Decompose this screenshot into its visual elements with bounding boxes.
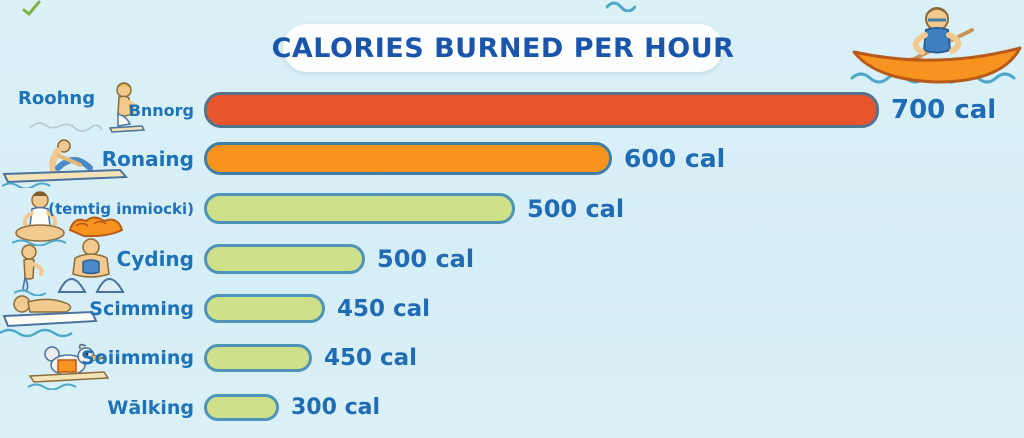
activity-label: (temtig inmiocki) <box>48 199 194 218</box>
calorie-value: 450 cal <box>324 345 418 371</box>
activity-label: Scimming <box>89 297 194 320</box>
calorie-value: 300 cal <box>291 395 381 420</box>
calorie-bar <box>204 244 365 274</box>
calorie-bar <box>204 193 515 224</box>
dog-on-paddleboard-illustration <box>27 343 110 390</box>
activity-label: Soiimming <box>81 347 194 369</box>
green-mark-icon <box>22 0 41 16</box>
person-rowing-canoe-illustration <box>850 7 1022 84</box>
chart-title-pill: CALORIES BURNED PER HOUR <box>272 24 734 72</box>
calorie-value: 500 cal <box>377 245 475 273</box>
bar-row: Bnnorg 700 cal <box>0 92 1024 128</box>
kneeling-person-illustration <box>108 82 146 133</box>
calorie-bar <box>204 142 612 175</box>
cross-legged-person-illustration <box>12 191 67 246</box>
bar-row: Ronaing 600 cal <box>0 142 1024 175</box>
bar-row: Cyding 500 cal <box>0 244 1024 274</box>
faint-scribble-mark <box>29 122 103 132</box>
calorie-value: 450 cal <box>337 295 431 322</box>
person-on-exercise-machine-illustration <box>57 238 125 293</box>
calorie-value: 700 cal <box>891 95 997 125</box>
standing-person-illustration <box>14 244 46 296</box>
person-lying-on-boat-illustration <box>0 295 98 338</box>
bar-row: (temtig inmiocki) 500 cal <box>0 193 1024 224</box>
activity-label: Ronaing <box>101 146 194 171</box>
orange-lying-figure-illustration <box>68 216 124 238</box>
activity-label: Wālking <box>107 396 194 419</box>
calorie-bar <box>204 294 325 323</box>
calorie-bar <box>204 92 879 128</box>
bar-row: Scimming 450 cal <box>0 294 1024 323</box>
calorie-bar <box>204 344 312 372</box>
calorie-bar <box>204 394 279 421</box>
bar-row: Soiimming 450 cal <box>0 344 1024 372</box>
teal-squiggle-icon <box>606 1 636 12</box>
person-on-rowing-machine-illustration <box>2 139 129 188</box>
side-activity-label: Roohng <box>18 88 96 109</box>
page-title: CALORIES BURNED PER HOUR <box>271 32 735 64</box>
calorie-value: 600 cal <box>624 144 726 173</box>
bar-row: Wālking 300 cal <box>0 394 1024 421</box>
activity-label: Cyding <box>116 247 194 271</box>
calorie-value: 500 cal <box>527 194 625 223</box>
activity-label: Bnnorg <box>128 100 194 120</box>
